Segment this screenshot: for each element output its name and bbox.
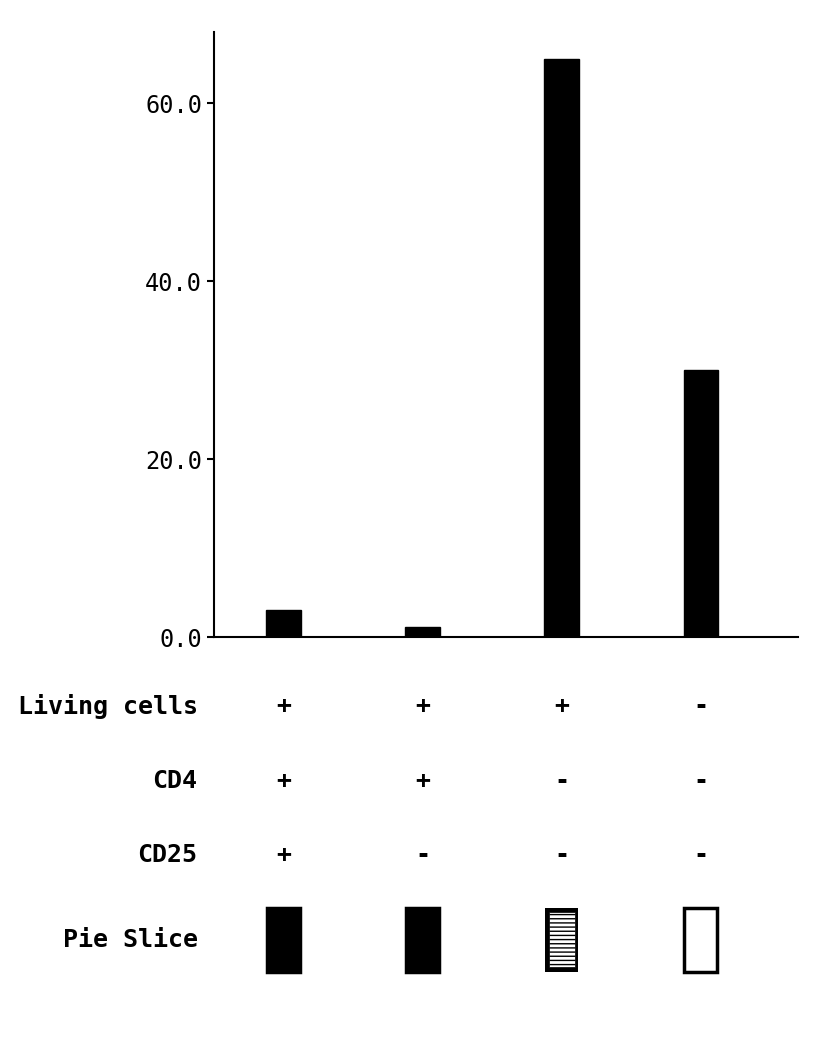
Text: +: + [276, 695, 291, 718]
Text: -: - [555, 843, 570, 867]
Text: -: - [415, 843, 430, 867]
Text: -: - [555, 769, 570, 792]
Text: +: + [415, 769, 430, 792]
Text: -: - [694, 695, 709, 718]
Text: +: + [555, 695, 570, 718]
Bar [544, 58, 579, 637]
Text: -: - [694, 769, 709, 792]
Text: CD4: CD4 [152, 769, 198, 792]
Bar [405, 627, 440, 637]
Bar [684, 371, 718, 637]
Bar [266, 611, 301, 637]
Text: -: - [694, 843, 709, 867]
Text: +: + [415, 695, 430, 718]
Text: +: + [276, 843, 291, 867]
Text: CD25: CD25 [137, 843, 198, 867]
Text: Pie Slice: Pie Slice [63, 928, 198, 952]
Text: Living cells: Living cells [17, 693, 198, 719]
Text: +: + [276, 769, 291, 792]
